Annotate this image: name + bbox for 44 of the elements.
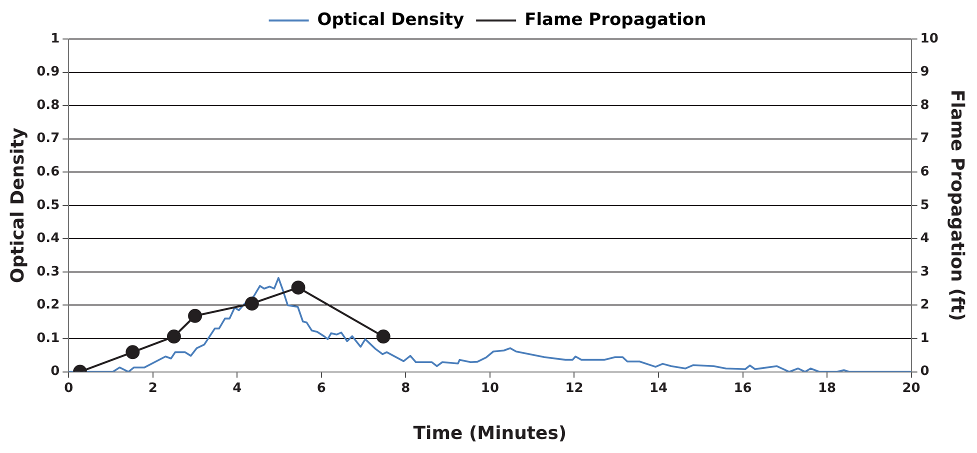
point: [188, 308, 202, 323]
y2-tick-label: 8: [920, 98, 930, 113]
point: [244, 296, 259, 311]
y2-tick-label: 5: [920, 198, 930, 213]
y2-tick-label: 2: [920, 298, 930, 313]
legend-label: Optical Density: [317, 10, 464, 30]
y-tick-label: 0.1: [36, 330, 60, 346]
x-tick-label: 8: [401, 380, 410, 396]
y-tick-label: 0.5: [36, 198, 60, 213]
x-tick-label: 18: [818, 380, 836, 396]
x-tick-label: 14: [649, 380, 668, 396]
y2-tick-label: 4: [920, 231, 930, 246]
y2-tick-label: 7: [920, 131, 930, 146]
point: [126, 345, 140, 360]
point: [166, 330, 181, 344]
y-tick-label: 0.2: [36, 298, 60, 313]
x-tick-label: 20: [902, 380, 920, 396]
y-tick-label: 0.8: [36, 98, 60, 113]
y2-tick-label: 9: [920, 64, 930, 80]
y-tick-label: 1: [50, 31, 60, 46]
x-tick-label: 2: [148, 380, 158, 396]
x-tick-label: 10: [480, 380, 500, 396]
x-tick-label: 12: [565, 380, 584, 396]
y-tick-label: 0.6: [36, 164, 60, 180]
x-tick-label: 16: [734, 380, 752, 396]
y2-tick-label: 6: [920, 164, 930, 180]
point: [291, 280, 306, 295]
y-tick-label: 0: [50, 364, 60, 380]
x-axis-title: Time (Minutes): [413, 422, 567, 444]
y2-tick-label: 10: [920, 31, 938, 46]
x-tick-label: 0: [64, 380, 74, 396]
y2-tick-label: 1: [920, 330, 930, 346]
y-tick-label: 0.4: [36, 231, 60, 246]
legend-label: Flame Propagation: [524, 10, 706, 30]
y2-axis-title: Flame Propagation (ft): [946, 90, 968, 322]
y-tick-label: 0.7: [36, 131, 60, 146]
y2-tick-label: 3: [920, 264, 930, 280]
y2-tick-label: 0: [920, 364, 930, 380]
y-axis-title: Optical Density: [7, 127, 28, 284]
y-tick-label: 0.3: [36, 264, 60, 280]
y-tick-label: 0.9: [36, 64, 60, 80]
x-tick-label: 4: [232, 380, 242, 396]
point: [376, 330, 390, 344]
x-tick-label: 6: [316, 380, 326, 396]
